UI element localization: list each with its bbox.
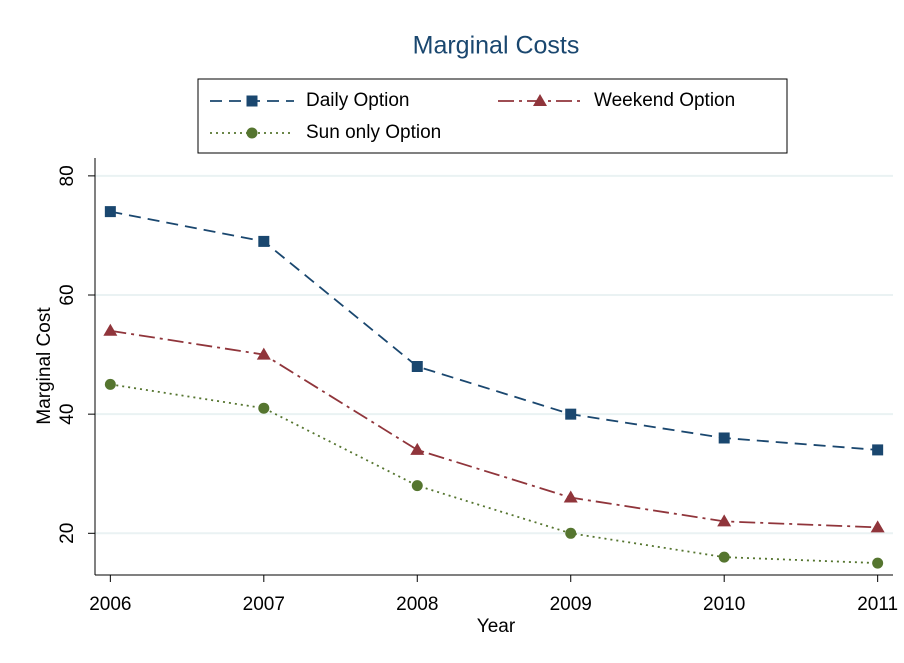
marker — [565, 527, 577, 539]
marker — [565, 408, 577, 420]
marker — [410, 442, 425, 455]
marker — [246, 127, 258, 139]
marker — [563, 490, 578, 503]
x-tick-label: 2007 — [243, 594, 285, 615]
y-axis-label: Marginal Cost — [34, 307, 55, 425]
marker — [246, 95, 258, 107]
marker — [104, 206, 116, 218]
x-tick-label: 2006 — [89, 594, 131, 615]
chart-title: Marginal Costs — [413, 32, 580, 60]
y-tick-label: 80 — [57, 165, 78, 186]
series-line — [110, 210, 878, 451]
marker — [411, 361, 423, 372]
legend-label: Sun only Option — [306, 122, 441, 143]
marker — [411, 480, 423, 492]
x-tick-label: 2010 — [703, 594, 745, 615]
y-tick-label: 40 — [57, 404, 78, 425]
legend-label: Daily Option — [306, 90, 410, 111]
x-tick-label: 2008 — [396, 594, 438, 615]
x-axis-label: Year — [477, 616, 516, 637]
marker — [258, 235, 270, 247]
legend-box — [197, 78, 788, 154]
marker — [872, 444, 884, 456]
legend-label: Weekend Option — [594, 90, 735, 111]
marker — [104, 378, 116, 390]
marker — [870, 520, 885, 533]
x-tick-label: 2009 — [550, 594, 592, 615]
series-line — [110, 329, 878, 529]
y-tick-label: 60 — [57, 284, 78, 305]
marker — [718, 432, 730, 444]
marker — [258, 402, 270, 414]
x-tick-label: 2011 — [857, 594, 898, 615]
marker — [717, 514, 732, 527]
marker — [872, 557, 884, 569]
marker — [718, 551, 730, 563]
y-tick-label: 20 — [57, 523, 78, 544]
marker — [256, 347, 271, 360]
marker — [103, 323, 118, 336]
marker — [533, 94, 547, 106]
